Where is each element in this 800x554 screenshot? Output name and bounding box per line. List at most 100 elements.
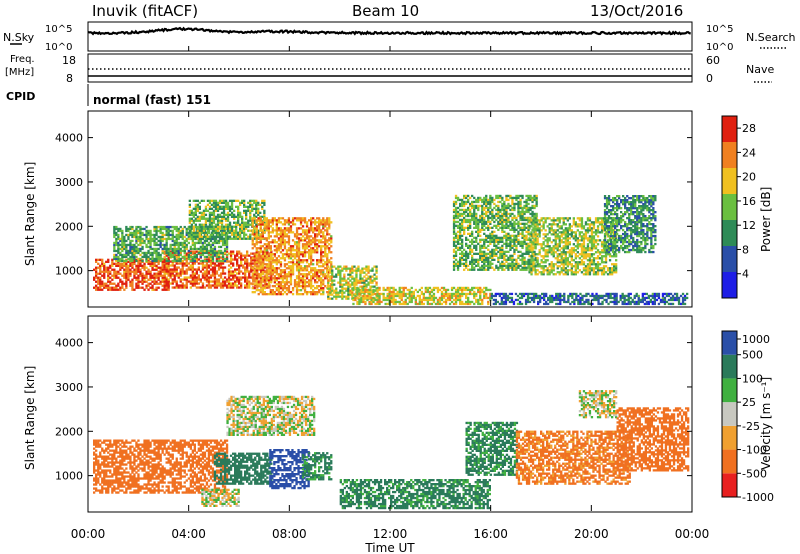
echo-cell: [481, 200, 484, 204]
echo-cell: [299, 279, 303, 282]
echo-cell: [257, 293, 260, 296]
echo-cell: [523, 226, 526, 229]
echo-cell: [277, 219, 281, 222]
echo-cell: [190, 237, 193, 240]
echo-cell: [190, 225, 193, 228]
echo-cell: [375, 269, 378, 272]
echo-cell: [467, 252, 470, 255]
echo-cell: [212, 221, 216, 224]
echo-cell: [234, 276, 237, 279]
echo-cell: [515, 218, 518, 222]
echo-cell: [185, 245, 188, 249]
echo-cell: [308, 255, 311, 258]
echo-cell: [390, 290, 393, 294]
echo-cell: [123, 253, 126, 257]
echo-cell: [316, 229, 319, 232]
echo-cell: [303, 275, 307, 278]
echo-cell: [121, 282, 124, 285]
echo-cell: [459, 226, 462, 229]
echo-cell: [207, 276, 211, 279]
echo-cell: [310, 253, 313, 256]
echo-cell: [310, 247, 313, 250]
echo-cell: [173, 264, 176, 267]
echo-cell: [251, 205, 254, 208]
echo-cell: [281, 257, 285, 260]
echo-cell: [247, 225, 250, 228]
echo-cell: [469, 268, 472, 271]
echo-cell: [265, 273, 268, 276]
echo-cell: [392, 286, 395, 290]
echo-cell: [523, 200, 526, 204]
echo-cell: [301, 255, 305, 258]
echo-cell: [209, 255, 213, 259]
echo-cell: [271, 241, 274, 244]
echo-cell: [485, 292, 488, 296]
echo-cell: [515, 240, 518, 243]
echo-cell: [513, 234, 516, 237]
echo-cell: [263, 229, 266, 232]
echo-cell: [249, 233, 252, 236]
echo-cell: [505, 216, 508, 220]
echo-cell: [139, 270, 142, 273]
echo-cell: [316, 273, 319, 276]
echo-cell: [479, 256, 482, 259]
echo-cell: [367, 267, 370, 270]
echo-cell: [279, 265, 283, 268]
echo-cell: [261, 219, 264, 222]
echo-cell: [157, 235, 160, 239]
echo-cell: [123, 276, 126, 279]
echo-cell: [525, 210, 528, 214]
echo-cell: [467, 238, 470, 241]
echo-cell: [204, 223, 208, 226]
echo-cell: [523, 264, 526, 267]
echo-cell: [173, 268, 176, 271]
echo-cell: [204, 217, 208, 220]
echo-cell: [465, 296, 468, 300]
echo-cell: [232, 278, 235, 281]
echo-cell: [223, 249, 227, 253]
echo-cell: [202, 225, 206, 228]
echo-cell: [197, 268, 200, 271]
echo-cell: [243, 211, 246, 214]
echo-cell: [402, 292, 405, 296]
echo-cell: [360, 300, 363, 304]
echo-cell: [479, 296, 482, 300]
echo-cell: [207, 272, 211, 275]
echo-cell: [237, 215, 240, 218]
echo-cell: [461, 218, 464, 222]
echo-cell: [173, 270, 176, 273]
echo-cell: [426, 298, 429, 302]
echo-cell: [253, 277, 256, 280]
echo-cell: [265, 277, 268, 280]
echo-cell: [285, 273, 289, 276]
echo-cell: [308, 249, 311, 252]
echo-cell: [217, 253, 221, 257]
echo-cell: [375, 275, 378, 278]
echo-cell: [368, 302, 371, 306]
echo-cell: [314, 281, 317, 284]
echo-cell: [235, 237, 238, 240]
echo-cell: [279, 291, 283, 294]
echo-cell: [333, 291, 336, 294]
echo-cell: [477, 302, 480, 306]
echo-cell: [193, 278, 196, 281]
echo-cell: [454, 250, 458, 253]
echo-cell: [113, 270, 116, 273]
echo-cell: [179, 274, 182, 277]
echo-cell: [220, 223, 224, 226]
echo-cell: [475, 246, 478, 249]
echo-cell: [209, 276, 213, 279]
echo-cell: [215, 250, 219, 253]
echo-cell: [459, 214, 462, 218]
echo-cell: [390, 300, 393, 304]
echo-cell: [262, 258, 265, 261]
echo-cell: [326, 231, 329, 234]
echo-cell: [517, 212, 520, 216]
echo-cell: [189, 274, 192, 277]
echo-cell: [320, 245, 323, 248]
echo-cell: [263, 227, 266, 230]
echo-cell: [261, 221, 264, 224]
echo-cell: [204, 231, 208, 234]
echo-cell: [305, 273, 309, 276]
echo-cell: [463, 248, 466, 251]
